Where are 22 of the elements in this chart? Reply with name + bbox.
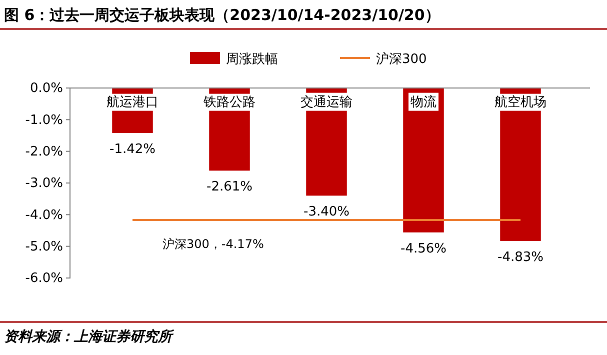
x-tick-label: 航运港口 [106, 94, 158, 110]
y-tick-label: 0.0% [30, 81, 63, 96]
x-tick-label: 铁路公路 [202, 94, 256, 110]
legend-label: 周涨跌幅 [226, 52, 278, 67]
data-label: -2.61% [206, 180, 252, 195]
y-tick-label: -2.0% [25, 144, 63, 160]
chart-title: 图 6：过去一周交运子板块表现（2023/10/14-2023/10/20） [4, 6, 440, 24]
x-tick-label: 交通运输 [300, 94, 352, 110]
y-tick-label: -3.0% [25, 176, 63, 192]
y-tick-label: -6.0% [25, 271, 63, 286]
x-tick-label: 物流 [410, 94, 436, 110]
data-label: -1.42% [110, 142, 156, 157]
y-tick-label: -1.0% [25, 112, 63, 128]
legend-label: 沪深300 [376, 51, 427, 67]
y-tick-label: -4.0% [25, 208, 63, 223]
annotation: 沪深300，-4.17% [162, 237, 264, 252]
data-label: -4.83% [498, 250, 544, 265]
data-label: -4.56% [400, 241, 446, 256]
data-label: -3.40% [304, 204, 350, 220]
x-tick-label: 航空机场 [494, 94, 546, 110]
y-tick-label: -5.0% [25, 239, 63, 254]
text: 资料来源：上海证券研究所 [4, 328, 175, 345]
